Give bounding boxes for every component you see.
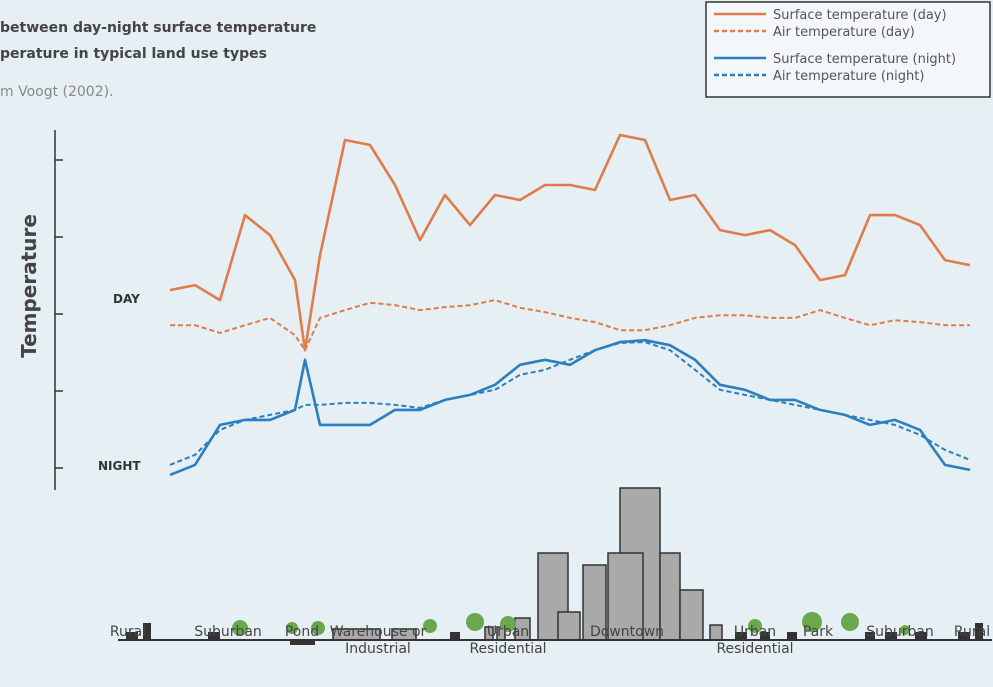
- legend-box: [705, 1, 991, 98]
- title: perature in typical land use types: [0, 46, 267, 62]
- legend-label: Surface temperature (day): [773, 8, 947, 23]
- line: [169, 341, 971, 466]
- land-use-label: Rural: [953, 624, 991, 640]
- line: [170, 299, 970, 352]
- line: [169, 133, 971, 352]
- land-use-label: Urban Residential: [469, 624, 547, 657]
- land-use-label: Pond: [284, 624, 320, 640]
- houses: [126, 623, 983, 645]
- trees: [232, 612, 910, 636]
- land-use-label: Warehouse or Industrial: [329, 624, 427, 657]
- land-use-label: Suburban: [866, 624, 934, 640]
- legend-label: Air temperature (day): [773, 25, 915, 40]
- land-use-label: Suburban: [194, 624, 262, 640]
- title: between day-night surface temperature: [0, 20, 317, 36]
- land-use-label: Urban Residential: [716, 624, 794, 657]
- y-axis-label: Temperature: [17, 214, 41, 358]
- land-use-label: Park: [802, 624, 834, 640]
- land-use-label: Rural: [109, 624, 147, 640]
- legend-label: Surface temperature (night): [773, 52, 956, 67]
- source: m Voogt (2002).: [0, 84, 114, 100]
- annotation: DAY: [113, 292, 140, 306]
- legend-label: Air temperature (night): [773, 69, 924, 84]
- annotation: NIGHT: [98, 459, 141, 473]
- buildings: [332, 487, 723, 641]
- land-use-label: Downtown: [589, 624, 665, 640]
